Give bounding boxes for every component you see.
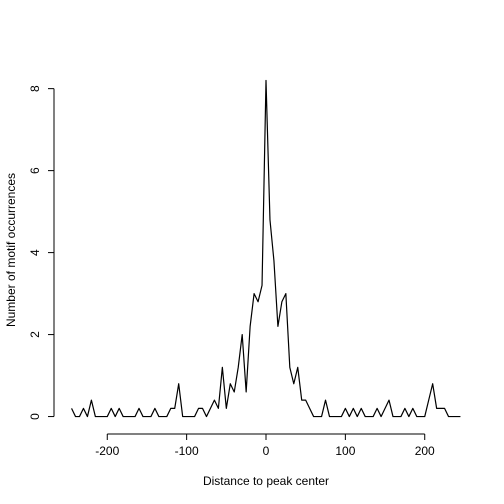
y-axis-label: Number of motif occurrences <box>4 173 18 327</box>
line <box>71 79 461 418</box>
y-tick-label: 8 <box>28 85 42 92</box>
x-tick-label: -200 <box>95 444 119 458</box>
x-tick-label: 100 <box>335 444 355 458</box>
y-tick-label: 0 <box>28 413 42 420</box>
x-tick-label: 200 <box>415 444 435 458</box>
y-tick-label: 2 <box>28 331 42 338</box>
y-tick-label: 6 <box>28 167 42 174</box>
x-axis-label: Distance to peak center <box>203 474 329 488</box>
y-tick-label: 4 <box>28 249 42 256</box>
x-tick-label: 0 <box>263 444 270 458</box>
x-tick-label: -100 <box>175 444 199 458</box>
